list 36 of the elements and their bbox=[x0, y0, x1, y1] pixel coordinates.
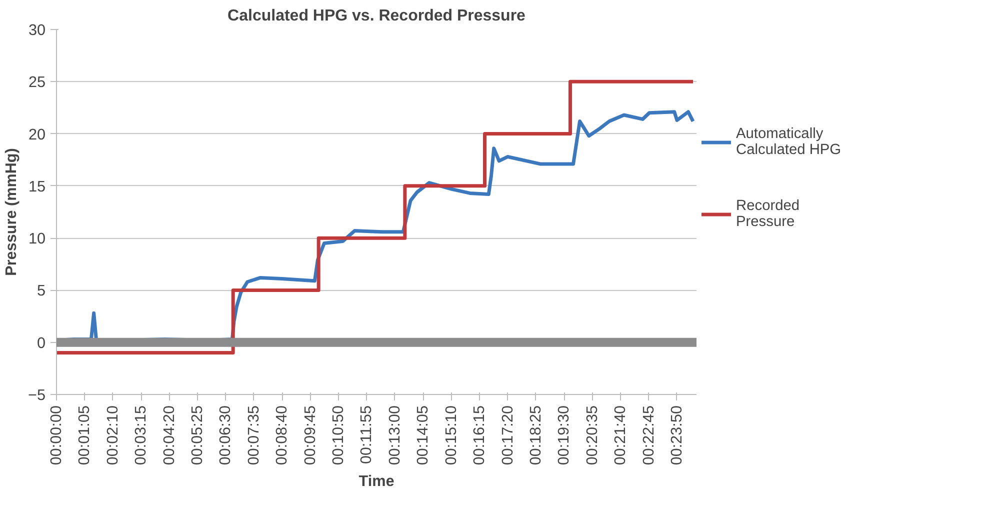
x-tick-label: 00:01:05 bbox=[76, 405, 94, 466]
x-tick-label: 00:10:50 bbox=[330, 405, 348, 466]
x-tick-label: 00:06:30 bbox=[217, 405, 234, 466]
y-tick-label: 10 bbox=[28, 230, 46, 248]
x-tick-label: 00:02:10 bbox=[104, 405, 122, 466]
x-tick-label: 00:09:45 bbox=[302, 405, 319, 466]
x-tick-label: 00:08:40 bbox=[274, 405, 291, 466]
y-tick-label: −5 bbox=[28, 387, 46, 404]
chart-title: Calculated HPG vs. Recorded Pressure bbox=[228, 8, 526, 24]
x-tick-label: 00:21:40 bbox=[612, 405, 630, 466]
legend-label: Recorded Pressure bbox=[736, 198, 800, 230]
y-tick-label: 25 bbox=[28, 74, 46, 92]
x-tick-label: 00:14:05 bbox=[414, 405, 432, 466]
x-tick-label: 00:03:15 bbox=[132, 405, 150, 466]
legend-label: Automatically Calculated HPG bbox=[736, 126, 842, 158]
x-tick-label: 00:20:35 bbox=[584, 405, 601, 466]
y-tick-label: 5 bbox=[36, 282, 46, 300]
x-tick-label: 00:19:30 bbox=[556, 405, 573, 466]
y-tick-label: 15 bbox=[28, 178, 46, 196]
x-tick-label: 00:07:35 bbox=[245, 405, 262, 466]
x-tick-label: 00:13:00 bbox=[386, 405, 404, 466]
x-tick-label: 00:18:25 bbox=[527, 405, 544, 466]
y-tick-label: 0 bbox=[36, 334, 46, 352]
y-tick-label: 20 bbox=[28, 126, 46, 144]
y-tick-label: 30 bbox=[28, 22, 46, 39]
x-tick-label: 00:05:25 bbox=[189, 405, 206, 466]
x-tick-label: 00:16:15 bbox=[471, 405, 488, 466]
x-tick-label: 00:23:50 bbox=[668, 405, 686, 466]
x-tick-label: 00:00:00 bbox=[48, 405, 65, 466]
x-tick-label: 00:22:45 bbox=[640, 405, 658, 466]
x-tick-label: 00:04:20 bbox=[160, 405, 178, 466]
y-axis-title: Pressure (mmHg) bbox=[3, 148, 20, 276]
x-tick-label: 00:17:20 bbox=[499, 405, 516, 466]
x-tick-label: 00:15:10 bbox=[442, 405, 460, 466]
x-tick-label: 00:11:55 bbox=[358, 405, 376, 464]
x-axis-title: Time bbox=[358, 473, 394, 490]
